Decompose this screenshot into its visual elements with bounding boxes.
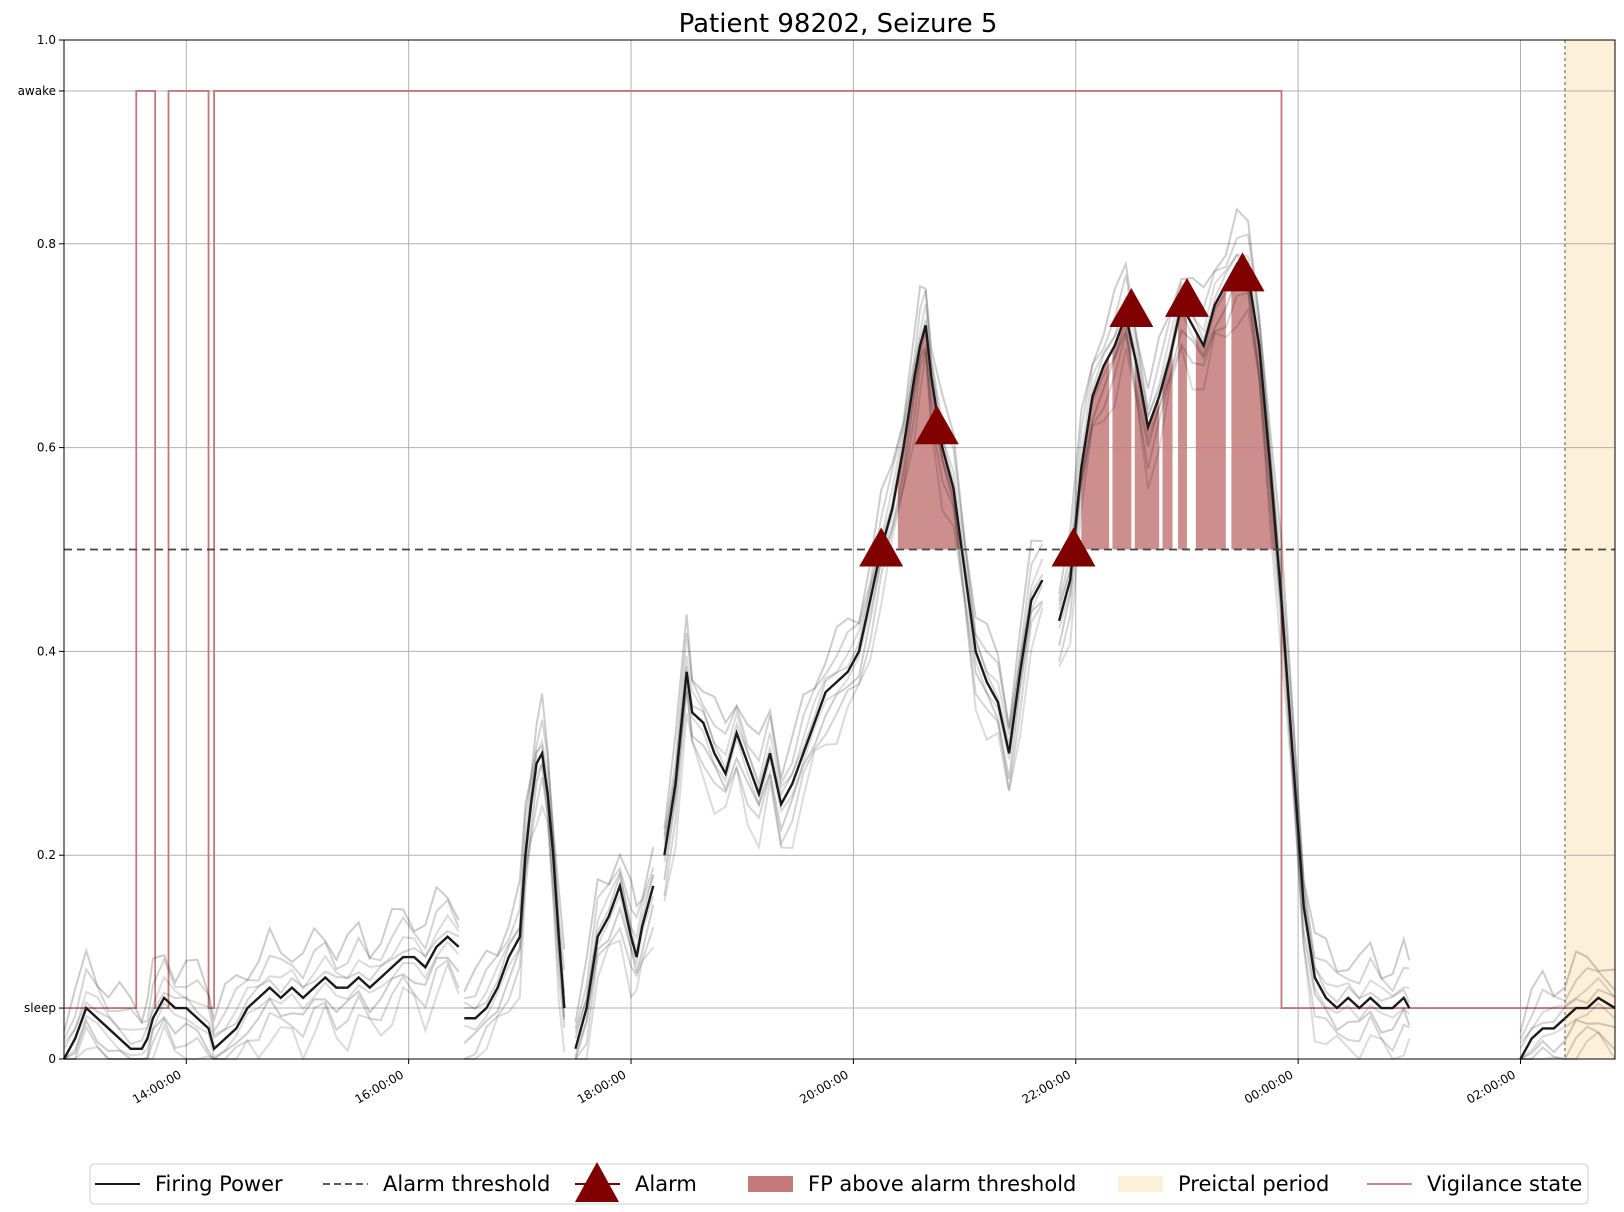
firing-power-trace-faint [663,344,1044,881]
firing-power-trace-faint [663,289,1044,836]
firing-power-trace-faint [575,939,655,1060]
firing-power-trace-faint [574,926,655,1060]
firing-power-trace-faint [574,870,655,1039]
y-tick-label: sleep [24,1001,56,1015]
legend-swatch-fp-fill [748,1176,793,1192]
y-tick-label: 0.6 [37,441,56,455]
firing-power-trace-faint [63,940,460,1060]
firing-power-trace-faint [574,846,655,1023]
plot-area [62,39,1616,1062]
firing-power-trace-faint [464,803,566,1060]
firing-power-trace-faint [663,303,1044,840]
legend-label: Vigilance state [1427,1172,1582,1196]
firing-power-trace-faint [463,737,566,1011]
x-axis-ticks: 14:00:00 16:00:00 18:00:00 20:00:00 22:00:00… [130,1059,1521,1107]
firing-power-trace-faint [1058,207,1411,980]
chart-title: Patient 98202, Seizure 5 [679,9,998,39]
legend-entry: FP above alarm threshold [748,1172,1076,1196]
y-tick-label: 0.2 [37,848,56,862]
firing-power-trace-faint [663,349,1044,897]
fp-above-threshold-area [1112,315,1132,550]
alarm-marker [1051,527,1096,567]
firing-power-trace-faint [1520,1018,1616,1060]
firing-power-trace [464,749,566,1020]
firing-power-lines [62,207,1616,1062]
alarm-markers [859,252,1265,567]
x-tick-label: 14:00:00 [130,1067,184,1106]
plot-frame [63,39,1616,1060]
legend-entry: Vigilance state [1367,1172,1582,1196]
legend-entry: Preictal period [1118,1172,1329,1196]
vigilance-state-line [64,90,1615,1009]
firing-power-trace-faint [463,693,566,993]
firing-power-trace-faint [63,898,460,1040]
legend-label: Alarm [635,1172,697,1196]
firing-power-trace-faint [574,904,655,1060]
y-tick-label: awake [18,84,56,98]
fp-above-threshold-area [1162,345,1173,550]
firing-power-trace-faint [663,319,1044,846]
firing-power-trace-faint [1519,976,1616,1044]
legend: Firing Power Alarm threshold Alarm FP above… [89,1162,1589,1205]
x-tick-label: 22:00:00 [1020,1067,1074,1106]
legend-label: Alarm threshold [383,1172,550,1196]
legend-label: FP above alarm threshold [808,1172,1076,1196]
firing-power-trace-faint [63,885,460,1033]
legend-entry: Alarm threshold [323,1172,550,1196]
fp-above-threshold-area [1195,284,1226,550]
firing-power-trace-faint [1058,253,1411,1004]
fp-above-threshold-area [1081,355,1110,550]
legend-label: Firing Power [155,1172,283,1196]
firing-power-trace-faint [63,913,460,1044]
firing-power-trace-faint [463,776,566,1060]
legend-box [89,1163,1589,1205]
firing-power-trace-faint [663,284,1043,829]
alarm-marker [1220,252,1265,292]
firing-power-trace [663,325,1044,856]
firing-power-trace-faint [1519,950,1616,1033]
x-tick-label: 20:00:00 [797,1067,851,1106]
alarm-marker [1164,277,1209,317]
firing-power-trace-faint [663,352,1044,902]
alarm-marker [1109,288,1154,328]
y-tick-label: 0.4 [37,644,56,658]
y-tick-label: 0.8 [37,237,56,251]
firing-power-trace-faint [1519,1001,1616,1060]
firing-power-trace-faint [464,719,566,1000]
vigilance-state-path [64,90,1615,1009]
alarm-marker [859,527,904,567]
fp-above-threshold-area [1178,305,1187,550]
firing-power-trace-faint [63,929,460,1050]
fp-above-threshold-area [1231,264,1276,550]
y-tick-label: 0 [48,1052,56,1066]
firing-power-trace-faint [663,330,1044,863]
legend-swatch-alarm [575,1162,619,1202]
y-axis-ticks: 0 sleep 0.2 0.4 0.6 0.8 awake 1.0 [18,33,64,1066]
legend-entry: Alarm [575,1162,697,1202]
x-tick-label: 18:00:00 [575,1067,629,1106]
alarm-marker [914,405,959,445]
firing-power-trace-faint [574,866,655,1030]
x-tick-label: 02:00:00 [1464,1067,1518,1106]
firing-power-trace-faint [1058,306,1411,1061]
legend-label: Preictal period [1178,1172,1329,1196]
legend-swatch-preictal [1118,1176,1163,1192]
x-tick-label: 00:00:00 [1242,1067,1296,1106]
firing-power-trace-faint [463,764,566,1044]
firing-power-trace [574,881,655,1050]
firing-power-trace-faint [1058,233,1410,993]
firing-power-trace-faint [1058,291,1410,1053]
x-tick-label: 16:00:00 [352,1067,406,1106]
firing-power-trace-faint [574,869,655,1033]
fp-above-threshold-area [1134,355,1160,550]
firing-power-trace [62,935,460,1060]
y-tick-label: 1.0 [37,33,56,47]
legend-entry: Firing Power [95,1172,283,1196]
